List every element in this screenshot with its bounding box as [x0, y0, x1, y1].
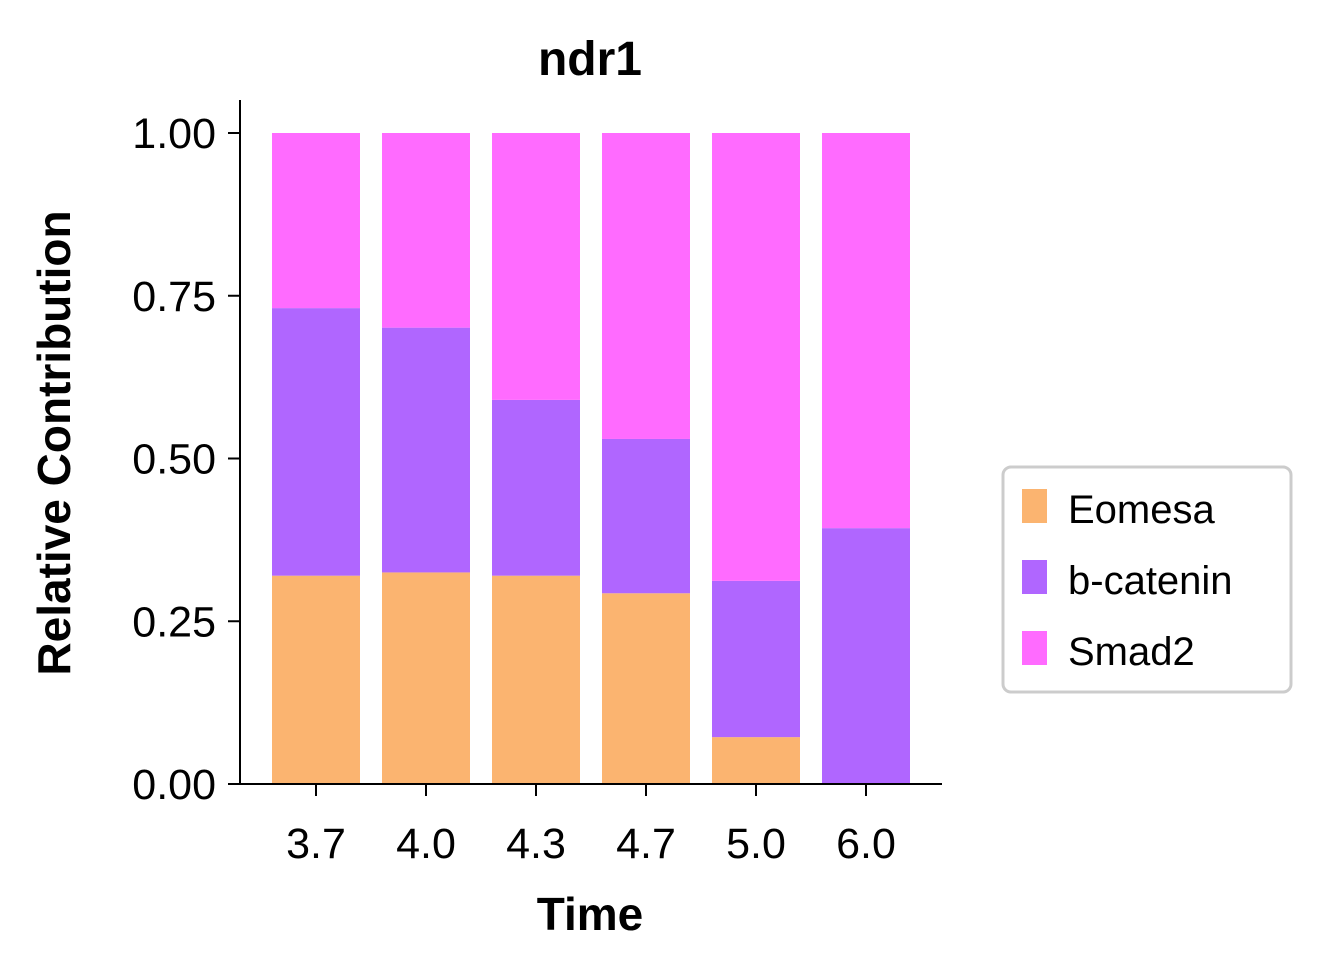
- legend-box: [1001, 465, 1293, 694]
- bar-eomesa-4-7: [602, 593, 690, 784]
- bar-smad2-3-7: [272, 133, 360, 309]
- y-tick-label: 1.00: [132, 110, 216, 158]
- legend-label: Smad2: [1068, 630, 1195, 674]
- bar-b-catenin-4-3: [492, 399, 580, 576]
- bar-eomesa-3-7: [272, 575, 360, 784]
- bar-smad2-4-0: [382, 133, 470, 328]
- y-tick-label: 0.50: [132, 436, 216, 484]
- bar-smad2-4-3: [492, 133, 580, 400]
- bar-eomesa-4-3: [492, 575, 580, 784]
- legend-label: b-catenin: [1068, 559, 1233, 603]
- axes: [239, 100, 942, 785]
- bar-b-catenin-3-7: [272, 308, 360, 576]
- y-tick-label: 0.25: [132, 598, 216, 646]
- x-tick-label: 4.7: [616, 820, 676, 868]
- x-tick-label: 6.0: [836, 820, 896, 868]
- bar-eomesa-4-0: [382, 572, 470, 784]
- x-tick-label: 5.0: [726, 820, 786, 868]
- chart-title: ndr1: [538, 33, 642, 86]
- bar-b-catenin-4-0: [382, 327, 470, 573]
- bar-eomesa-5-0: [712, 737, 800, 784]
- bar-smad2-6-0: [822, 133, 910, 529]
- x-axis-label: Time: [537, 888, 644, 940]
- legend-label: Eomesa: [1068, 488, 1215, 532]
- bar-smad2-5-0: [712, 133, 800, 581]
- y-ticks: 0.00 0.25 0.50 0.75 1.00: [132, 110, 240, 809]
- legend: Eomesa b-catenin Smad2: [1001, 465, 1293, 694]
- x-tick-label: 3.7: [286, 820, 346, 868]
- legend-swatch: [1022, 489, 1047, 523]
- y-tick-label: 0.00: [132, 761, 216, 809]
- x-tick-label: 4.0: [396, 820, 456, 868]
- x-tick-label: 4.3: [506, 820, 566, 868]
- bars: [272, 133, 910, 784]
- legend-swatch: [1022, 560, 1047, 594]
- y-tick-label: 0.75: [132, 273, 216, 321]
- bar-smad2-4-7: [602, 133, 690, 439]
- y-axis-label: Relative Contribution: [28, 210, 80, 675]
- x-ticks: 3.7 4.0 4.3 4.7 5.0 6.0: [286, 784, 896, 868]
- bar-b-catenin-4-7: [602, 438, 690, 594]
- bar-b-catenin-5-0: [712, 580, 800, 738]
- bar-b-catenin-6-0: [822, 528, 910, 784]
- legend-swatch: [1022, 631, 1047, 665]
